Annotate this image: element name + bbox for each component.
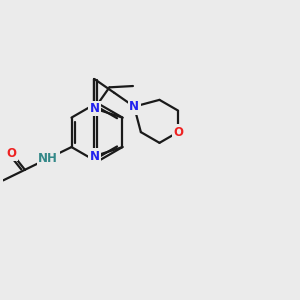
Text: O: O (7, 147, 17, 160)
Text: NH: NH (38, 152, 58, 165)
Text: O: O (173, 126, 183, 139)
Text: N: N (89, 102, 100, 115)
Text: N: N (129, 100, 139, 113)
Text: N: N (89, 150, 100, 163)
